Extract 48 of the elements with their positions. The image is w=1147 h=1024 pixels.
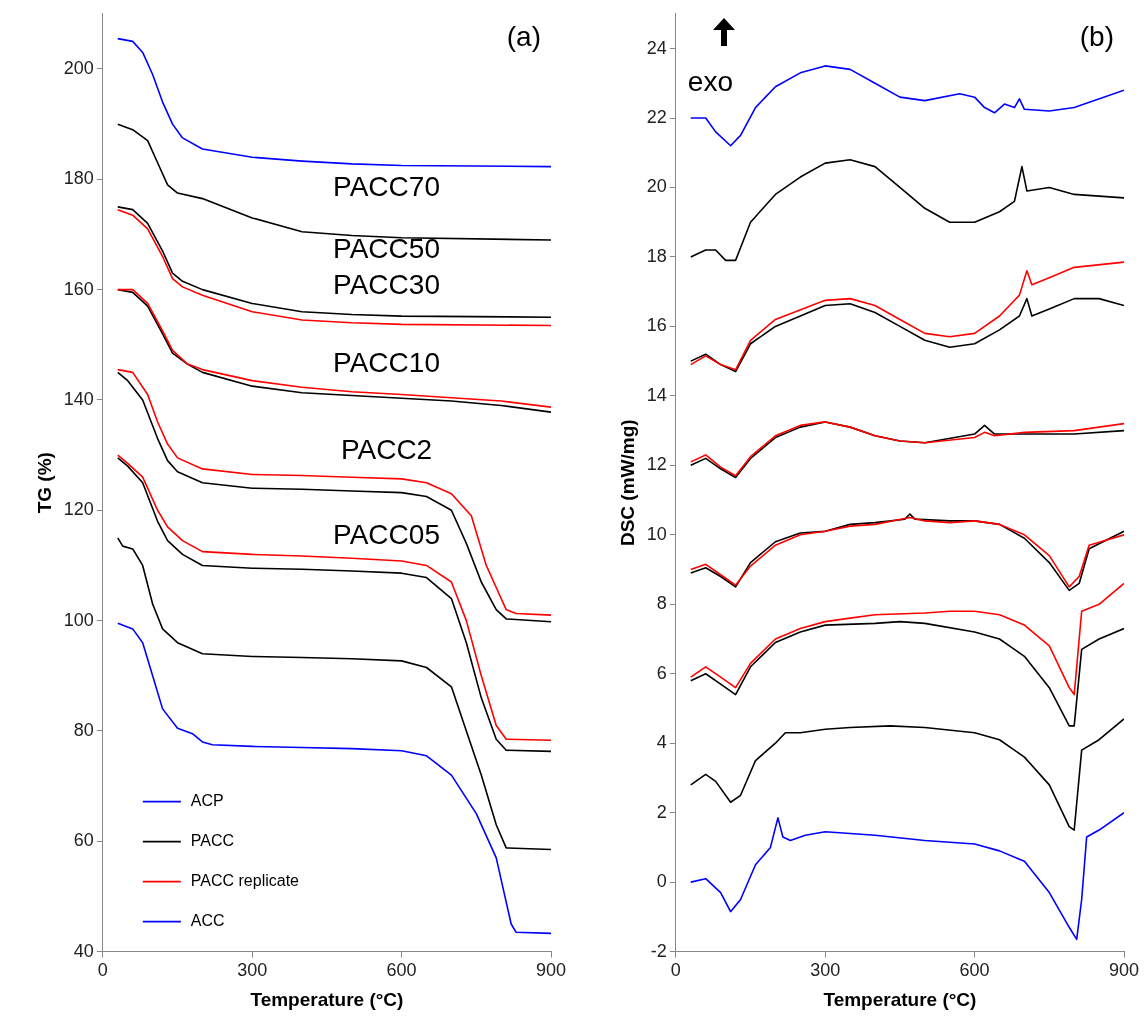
x-axis-title: Temperature (°C) xyxy=(250,988,404,1010)
legend-label: ACC xyxy=(190,912,225,930)
y-tick-label: 20 xyxy=(646,176,667,197)
x-tick-label: 300 xyxy=(237,960,268,981)
annotation: PACC70 xyxy=(333,170,440,202)
y-tick-label: 4 xyxy=(656,732,667,753)
annotation: (a) xyxy=(506,20,541,52)
y-tick-label: 24 xyxy=(646,37,667,58)
y-tick-label: 80 xyxy=(73,719,94,740)
x-tick-label: 600 xyxy=(386,960,417,981)
x-tick-label: 300 xyxy=(810,960,841,981)
x-tick-label: 0 xyxy=(670,960,681,981)
annotation: PACC2 xyxy=(340,433,433,465)
legend-label: PACC xyxy=(190,832,235,850)
y-tick-label: 14 xyxy=(646,384,667,405)
y-tick-label: 40 xyxy=(73,940,94,961)
x-tick-label: 900 xyxy=(535,960,567,981)
legend-label: PACC replicate xyxy=(190,872,300,890)
y-tick-label: 8 xyxy=(656,593,667,614)
x-axis-title: Temperature (°C) xyxy=(823,988,977,1010)
y-tick-label: 100 xyxy=(63,609,94,630)
annotation: PACC30 xyxy=(333,269,440,301)
annotation: PACC50 xyxy=(333,232,440,264)
y-tick-label: 22 xyxy=(646,106,667,127)
y-tick-label: 120 xyxy=(63,499,94,520)
y-axis-title: DSC (mW/mg) xyxy=(616,419,638,547)
y-tick-label: 10 xyxy=(646,523,667,544)
x-tick-label: 600 xyxy=(959,960,990,981)
y-tick-label: 12 xyxy=(646,454,667,475)
y-axis-title: TG (%) xyxy=(33,452,55,514)
y-tick-label: 180 xyxy=(63,168,94,189)
y-tick-label: 16 xyxy=(646,315,667,336)
y-tick-label: 18 xyxy=(646,245,667,266)
y-tick-label: 0 xyxy=(656,871,667,892)
x-tick-label: 900 xyxy=(1108,960,1140,981)
y-tick-label: 2 xyxy=(656,801,667,822)
legend-label: ACP xyxy=(190,792,224,810)
y-tick-label: 6 xyxy=(656,662,667,683)
y-tick-label: 140 xyxy=(63,388,94,409)
y-tick-label: 200 xyxy=(63,57,94,78)
annotation: (b) xyxy=(1079,20,1114,52)
annotation: PACC05 xyxy=(333,518,440,550)
annotation: PACC10 xyxy=(333,347,440,379)
y-tick-label: 60 xyxy=(73,830,94,851)
annotation: exo xyxy=(687,65,733,97)
x-tick-label: 0 xyxy=(97,960,108,981)
y-tick-label: 160 xyxy=(63,278,94,299)
y-tick-label: -2 xyxy=(650,940,667,961)
